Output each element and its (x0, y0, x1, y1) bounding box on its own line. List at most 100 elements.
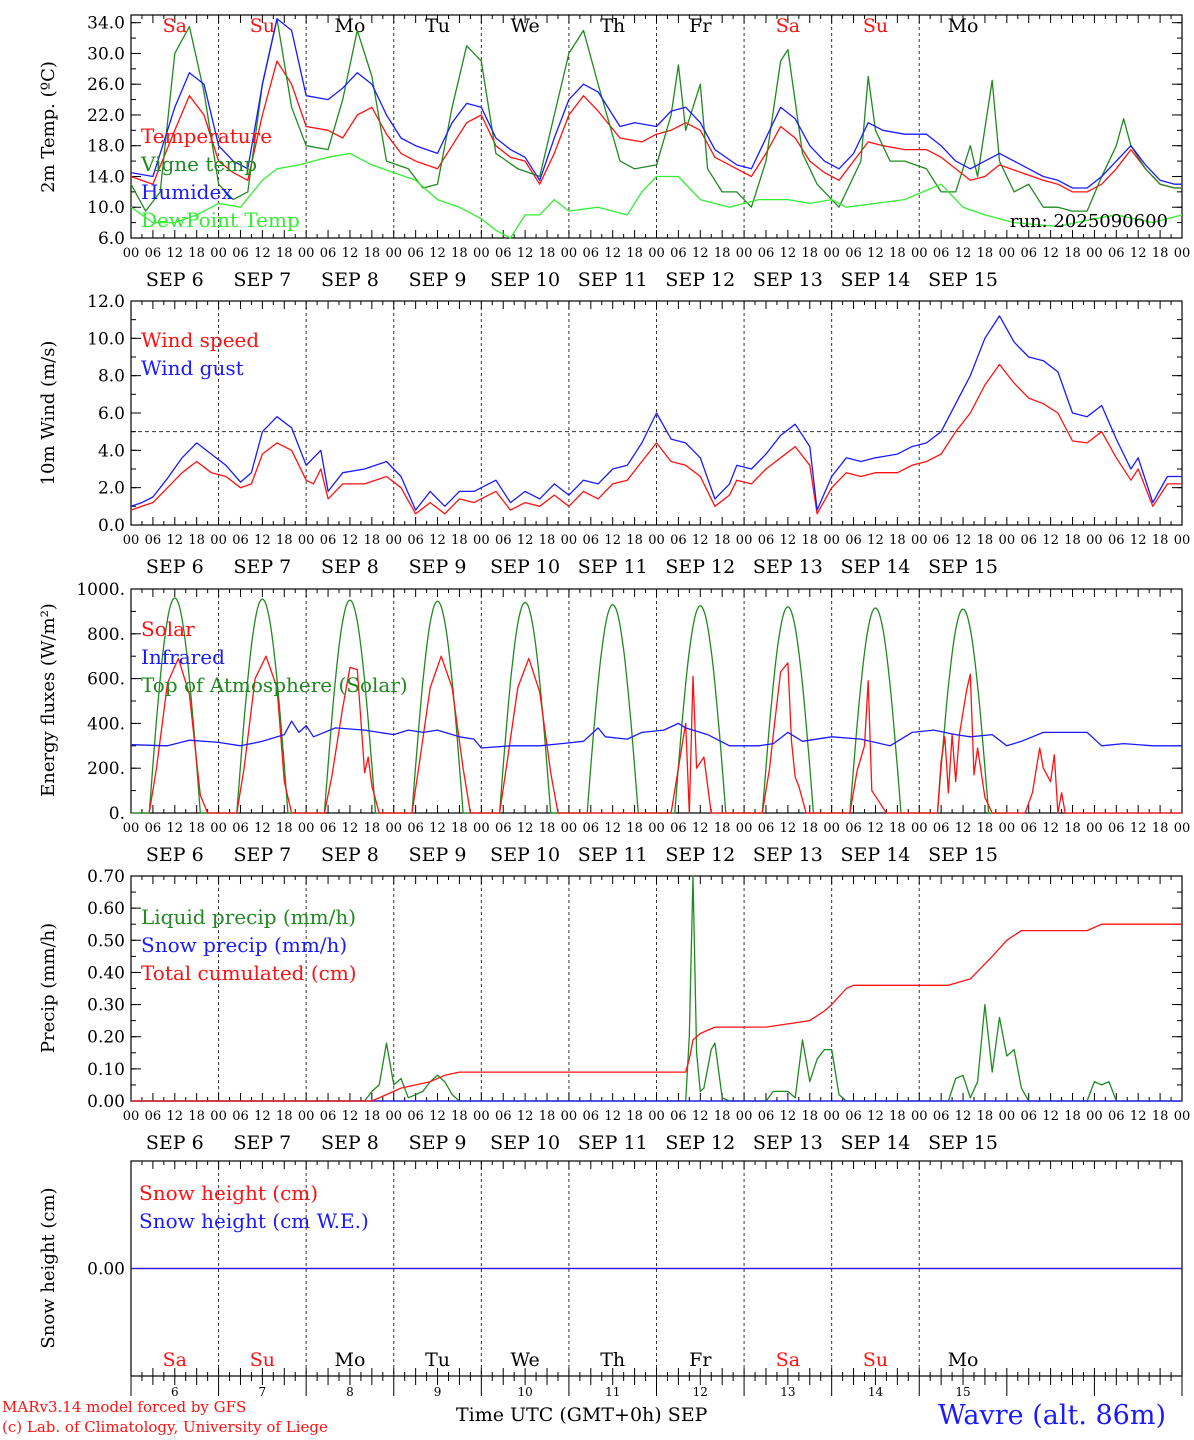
y-tick-label: 0.0 (98, 516, 125, 536)
hour-tick-label: 18 (276, 1109, 293, 1124)
hour-tick-label: 18 (977, 533, 994, 548)
day-of-week-label: Mo (948, 1349, 979, 1371)
y-tick-label: 18.0 (87, 137, 125, 157)
hour-tick-label: 18 (801, 246, 818, 261)
hour-tick-label: 00 (736, 246, 753, 261)
hour-tick-label: 06 (145, 533, 162, 548)
hour-tick-label: 06 (933, 533, 950, 548)
day-of-week-label: Th (600, 1349, 625, 1371)
hour-tick-label: 12 (254, 821, 271, 836)
hour-tick-label: 00 (473, 246, 490, 261)
hour-tick-label: 18 (539, 246, 556, 261)
hour-tick-label: 00 (298, 1109, 315, 1124)
hour-tick-label: 12 (167, 821, 184, 836)
date-label: SEP 14 (841, 1132, 911, 1154)
x-axis-label: Time UTC (GMT+0h) SEP (456, 1404, 708, 1426)
y-tick-label: 12.0 (87, 292, 125, 312)
hour-tick-label: 00 (210, 533, 227, 548)
day-of-week-label: Fr (689, 15, 712, 37)
hour-tick-label: 12 (254, 246, 271, 261)
hour-tick-label: 06 (583, 1109, 600, 1124)
hour-tick-label: 06 (407, 821, 424, 836)
day-of-week-label: Su (863, 1349, 888, 1371)
date-label: SEP 11 (578, 556, 648, 578)
hour-tick-label: 00 (385, 246, 402, 261)
legend-entry: DewPoint Temp (141, 208, 300, 232)
date-label: SEP 11 (578, 844, 648, 866)
hour-tick-label: 06 (933, 821, 950, 836)
hour-tick-label: 12 (342, 533, 359, 548)
hour-tick-label: 12 (167, 533, 184, 548)
legend-entry: Wind speed (141, 328, 259, 352)
hour-tick-label: 06 (1020, 533, 1037, 548)
legend-entry: Solar (141, 617, 195, 641)
hour-tick-label: 00 (1086, 1109, 1103, 1124)
y-tick-label: 6.0 (98, 229, 125, 249)
date-label: SEP 10 (490, 556, 560, 578)
legend-entry: Humidex (141, 180, 233, 204)
y-tick-label: 14.0 (87, 167, 125, 187)
day-number-label: 8 (346, 1385, 354, 1399)
hour-tick-label: 12 (517, 533, 534, 548)
hour-tick-label: 06 (495, 246, 512, 261)
series-line-vigne-temp (130, 18, 1182, 212)
hour-tick-label: 06 (1020, 821, 1037, 836)
hour-tick-label: 06 (145, 246, 162, 261)
hour-tick-label: 12 (1042, 246, 1059, 261)
hour-tick-label: 06 (407, 533, 424, 548)
hour-tick-label: 18 (714, 1109, 731, 1124)
hour-tick-label: 12 (604, 533, 621, 548)
hour-tick-label: 12 (692, 533, 709, 548)
hour-tick-label: 06 (583, 821, 600, 836)
hour-tick-label: 12 (867, 1109, 884, 1124)
day-number-label: 15 (955, 1385, 970, 1399)
y-tick-label: 6.0 (98, 404, 125, 424)
hour-tick-label: 06 (232, 1109, 249, 1124)
hour-tick-label: 12 (867, 246, 884, 261)
hour-tick-label: 12 (254, 1109, 271, 1124)
date-label: SEP 10 (490, 1132, 560, 1154)
date-label: SEP 13 (753, 556, 823, 578)
hour-tick-label: 18 (451, 533, 468, 548)
hour-tick-label: 00 (648, 821, 665, 836)
legend-entry: Snow height (cm W.E.) (139, 1209, 369, 1233)
hour-tick-label: 12 (867, 533, 884, 548)
hour-tick-label: 00 (1174, 246, 1191, 261)
y-tick-label: 0.20 (87, 1028, 125, 1048)
location-label: Wavre (alt. 86m) (938, 1400, 1166, 1431)
day-of-week-label: Su (250, 15, 275, 37)
legend-entry: Liquid precip (mm/h) (141, 905, 356, 929)
date-label: SEP 13 (753, 844, 823, 866)
date-label: SEP 8 (321, 269, 379, 291)
date-label: SEP 9 (409, 1132, 467, 1154)
hour-tick-label: 06 (1020, 246, 1037, 261)
date-label: SEP 6 (146, 1132, 204, 1154)
y-tick-label: 8.0 (98, 367, 125, 387)
hour-tick-label: 00 (823, 533, 840, 548)
hour-tick-label: 18 (188, 1109, 205, 1124)
hour-tick-label: 06 (232, 821, 249, 836)
hour-tick-label: 00 (561, 533, 578, 548)
hour-tick-label: 06 (495, 533, 512, 548)
hour-tick-label: 18 (1064, 1109, 1081, 1124)
hour-tick-label: 00 (999, 1109, 1016, 1124)
hour-tick-label: 00 (736, 1109, 753, 1124)
hour-tick-label: 18 (889, 821, 906, 836)
hour-tick-label: 12 (429, 533, 446, 548)
hour-tick-label: 00 (1086, 533, 1103, 548)
hour-tick-label: 18 (1152, 1109, 1169, 1124)
hour-tick-label: 18 (364, 533, 381, 548)
hour-tick-label: 18 (626, 246, 643, 261)
date-label: SEP 10 (490, 269, 560, 291)
day-number-label: 12 (693, 1385, 708, 1399)
hour-tick-label: 06 (1020, 1109, 1037, 1124)
y-tick-label: 0. (109, 804, 125, 824)
hour-tick-label: 12 (167, 1109, 184, 1124)
credit-model: MARv3.14 model forced by GFS (2, 1398, 247, 1416)
hour-tick-label: 18 (1064, 533, 1081, 548)
hour-tick-label: 06 (845, 246, 862, 261)
hour-tick-label: 18 (626, 533, 643, 548)
y-tick-label: 0.10 (87, 1060, 125, 1080)
y-tick-label: 800. (87, 625, 125, 645)
y-tick-label: 2.0 (98, 479, 125, 499)
